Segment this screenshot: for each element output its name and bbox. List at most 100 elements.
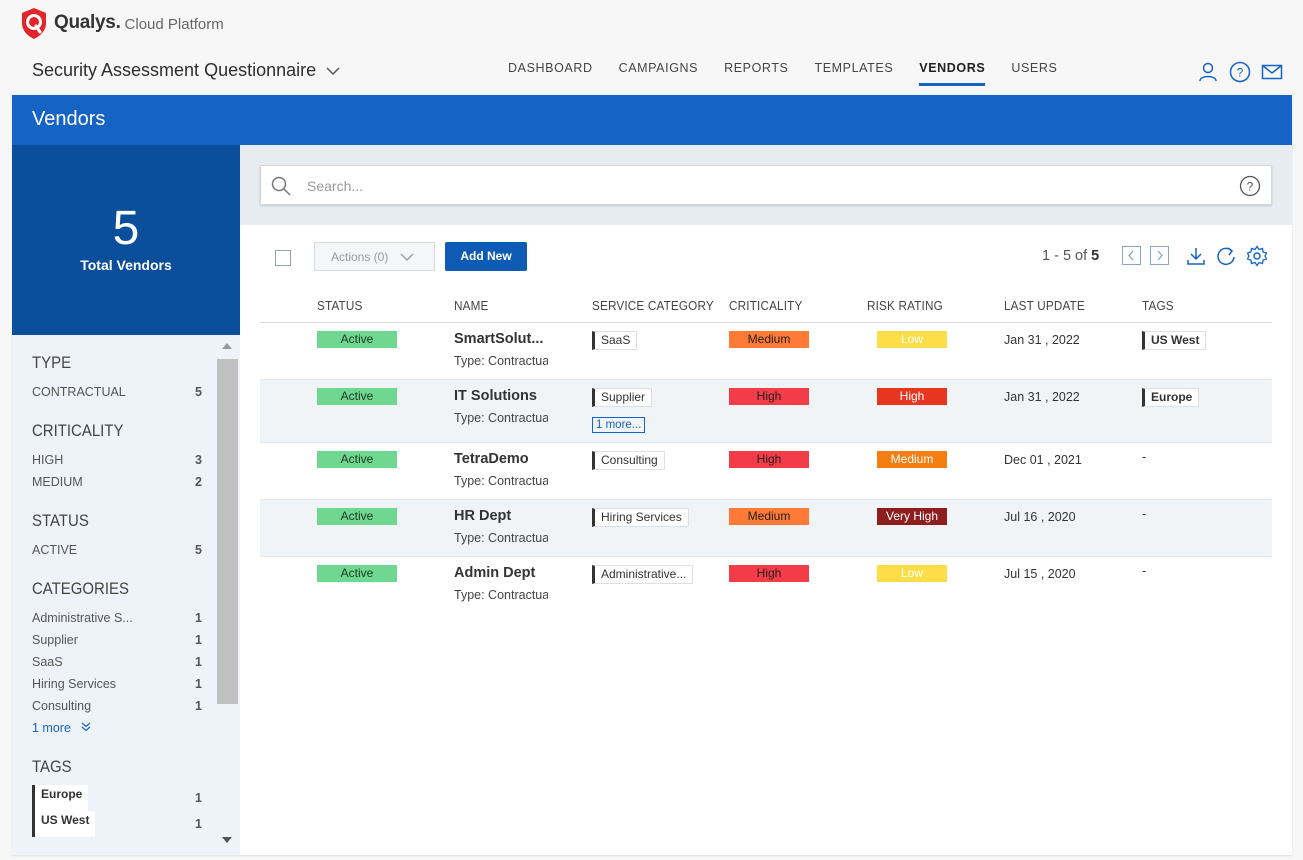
scroll-up-icon[interactable] <box>222 343 232 349</box>
risk-badge: Medium <box>877 451 947 468</box>
col-risk-rating[interactable]: RISK RATING <box>867 298 943 313</box>
filter-item[interactable]: Europe 1 <box>32 785 216 811</box>
pager-text: 1 - 5 of 5 <box>1042 248 1100 264</box>
refresh-icon[interactable] <box>1215 245 1237 267</box>
chevron-down-icon <box>326 66 340 75</box>
table-row[interactable]: Active IT Solutions Type: Contractual Su… <box>260 380 1272 443</box>
service-more-link[interactable]: 1 more... <box>592 417 646 433</box>
search-input[interactable] <box>307 175 1207 197</box>
nav-reports[interactable]: REPORTS <box>724 61 789 75</box>
next-page-icon[interactable] <box>1150 246 1169 265</box>
col-last-update[interactable]: LAST UPDATE <box>1004 298 1085 313</box>
nav-dashboard[interactable]: DASHBOARD <box>508 61 593 75</box>
brand[interactable]: Qualys. Cloud Platform <box>20 6 224 40</box>
risk-badge: High <box>877 388 947 405</box>
table-row[interactable]: Active Admin Dept Type: Contractual Admi… <box>260 557 1272 614</box>
brand-subtitle: Cloud Platform <box>124 15 224 33</box>
sidebar-scrollbar[interactable] <box>216 335 240 855</box>
double-chevron-down-icon <box>81 722 91 732</box>
table-row[interactable]: Active HR Dept Type: Contractual Hiring … <box>260 500 1272 557</box>
table-toolbar: Actions (0) Add New 1 - 5 of 5 <box>240 242 1292 272</box>
mail-icon[interactable] <box>1261 61 1283 83</box>
filter-title-criticality: CRITICALITY <box>32 421 124 440</box>
brand-name: Qualys. <box>54 12 121 33</box>
service-category-chip: Hiring Services <box>592 508 689 527</box>
col-service-category[interactable]: SERVICE CATEGORY <box>592 298 714 313</box>
vendor-type: Type: Contractual <box>454 354 548 368</box>
risk-badge: Low <box>877 565 947 582</box>
total-vendors-count: 5 <box>112 202 140 255</box>
risk-badge: Low <box>877 331 947 348</box>
filter-title-type: TYPE <box>32 353 72 372</box>
scroll-thumb[interactable] <box>217 359 238 704</box>
total-vendors-label: Total Vendors <box>80 257 172 273</box>
table-row[interactable]: Active SmartSolut... Type: Contractual S… <box>260 323 1272 380</box>
last-update: Jul 15 , 2020 <box>1004 567 1076 581</box>
filter-title-categories: CATEGORIES <box>32 579 129 598</box>
vendors-panel: Vendors 5 Total Vendors TYPE CONTRACTUAL… <box>12 95 1292 855</box>
filter-item[interactable]: US West 1 <box>32 811 216 837</box>
vendor-name[interactable]: SmartSolut... <box>454 331 544 347</box>
tag-cell: US West <box>1142 331 1207 350</box>
filter-item[interactable]: HIGH 3 <box>32 453 202 467</box>
criticality-badge: Medium <box>729 508 809 525</box>
filter-item[interactable]: Hiring Services 1 <box>32 677 202 691</box>
col-criticality[interactable]: CRITICALITY <box>729 298 803 313</box>
col-name[interactable]: NAME <box>454 298 489 313</box>
main-nav: DASHBOARD CAMPAIGNS REPORTS TEMPLATES VE… <box>508 60 1083 86</box>
nav-vendors[interactable]: VENDORS <box>919 60 986 86</box>
filter-title-tags: TAGS <box>32 757 72 776</box>
nav-templates[interactable]: TEMPLATES <box>814 61 894 75</box>
filter-item[interactable]: CONTRACTUAL 5 <box>32 385 202 399</box>
vendor-type: Type: Contractual <box>454 531 548 545</box>
filter-item[interactable]: SaaS 1 <box>32 655 202 669</box>
svg-text:?: ? <box>1247 180 1254 194</box>
categories-more-link[interactable]: 1 more <box>32 717 216 739</box>
vendor-type: Type: Contractual <box>454 411 548 425</box>
status-badge: Active <box>317 331 397 348</box>
scroll-down-icon[interactable] <box>222 837 232 843</box>
col-tags[interactable]: TAGS <box>1142 298 1174 313</box>
criticality-badge: Medium <box>729 331 809 348</box>
risk-badge: Very High <box>877 508 947 525</box>
vendor-name[interactable]: TetraDemo <box>454 451 529 467</box>
col-status[interactable]: STATUS <box>317 298 363 313</box>
select-all-checkbox[interactable] <box>275 250 291 266</box>
tag-chip: US West <box>1142 331 1207 350</box>
filter-item[interactable]: MEDIUM 2 <box>32 475 202 489</box>
last-update: Dec 01 , 2021 <box>1004 453 1082 467</box>
criticality-badge: High <box>729 388 809 405</box>
filter-item[interactable]: ACTIVE 5 <box>32 543 202 557</box>
nav-users[interactable]: USERS <box>1011 61 1058 75</box>
prev-page-icon[interactable] <box>1122 246 1141 265</box>
help-icon[interactable]: ? <box>1239 175 1261 197</box>
vendors-main: ? Actions (0) Add New 1 - 5 of 5 <box>240 145 1292 855</box>
tag-empty: - <box>1142 563 1147 578</box>
search-icon <box>271 176 291 196</box>
settings-icon[interactable] <box>1246 245 1268 267</box>
svg-text:?: ? <box>1237 66 1244 80</box>
filter-item[interactable]: Consulting 1 <box>32 699 202 713</box>
panel-title: Vendors <box>12 95 1292 145</box>
status-badge: Active <box>317 388 397 405</box>
app-selector[interactable]: Security Assessment Questionnaire <box>32 60 340 81</box>
service-category-chip: SaaS <box>592 331 638 350</box>
qualys-shield-logo <box>22 7 46 39</box>
download-icon[interactable] <box>1185 245 1207 267</box>
vendor-name[interactable]: IT Solutions <box>454 388 537 404</box>
vendor-name[interactable]: HR Dept <box>454 508 512 524</box>
actions-dropdown[interactable]: Actions (0) <box>314 242 435 271</box>
filter-item[interactable]: Administrative S... 1 <box>32 611 202 625</box>
help-icon[interactable]: ? <box>1229 61 1251 83</box>
vendor-name[interactable]: Admin Dept <box>454 565 536 581</box>
search-box: ? <box>260 165 1272 205</box>
user-icon[interactable] <box>1197 61 1219 83</box>
status-badge: Active <box>317 565 397 582</box>
total-vendors-card: 5 Total Vendors <box>12 145 240 335</box>
nav-campaigns[interactable]: CAMPAIGNS <box>618 61 699 75</box>
status-badge: Active <box>317 508 397 525</box>
table-row[interactable]: Active TetraDemo Type: Contractual Consu… <box>260 443 1272 500</box>
filter-item[interactable]: Supplier 1 <box>32 633 202 647</box>
tag-empty: - <box>1142 449 1147 464</box>
add-new-button[interactable]: Add New <box>445 242 527 271</box>
